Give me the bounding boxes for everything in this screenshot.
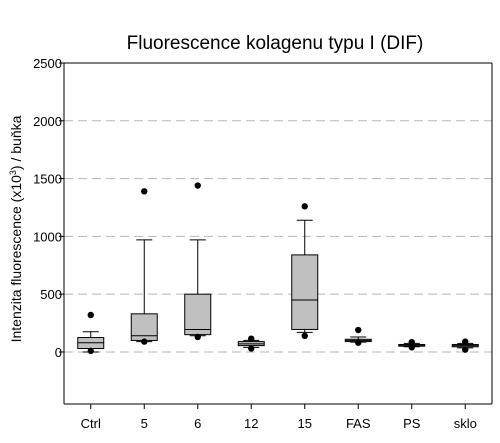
outlier-point-1	[301, 332, 308, 339]
gridlines	[64, 120, 492, 353]
x-tick-label-Ctrl: Ctrl	[81, 416, 101, 431]
y-tick-label-0: 0	[55, 345, 62, 360]
outlier-point-1	[408, 344, 415, 351]
outlier-point-0	[87, 311, 94, 319]
outlier-point-0	[194, 182, 201, 189]
tick-labels: 0 500 1000 1500 2000 2500 Ctrl 5 6 12 15 FAS PS sklo	[33, 56, 477, 431]
box-6	[184, 182, 212, 341]
chart-title: Fluorescence kolagenu typu I (DIF)	[127, 33, 424, 54]
box-5	[130, 188, 158, 345]
outlier-point-0	[408, 338, 415, 346]
box-series	[77, 182, 479, 355]
outlier-point-0	[355, 326, 362, 334]
y-tick-label-2000: 2000	[33, 114, 62, 129]
outlier-point-1	[355, 339, 362, 346]
outlier-point-0	[248, 335, 255, 342]
x-tick-label-6: 6	[194, 416, 201, 431]
y-tick-label-2500: 2500	[33, 56, 62, 71]
iqr-box	[291, 254, 319, 330]
box-PS	[398, 338, 426, 351]
x-tick-label-5: 5	[141, 416, 148, 431]
y-tick-label-1500: 1500	[33, 172, 62, 187]
y-axis-label: Intenzita fluorescence (x103) / buňka	[8, 115, 24, 342]
outlier-point-1	[87, 347, 94, 355]
iqr-box	[184, 293, 212, 336]
iqr-box	[130, 313, 158, 341]
y-tick-label-500: 500	[40, 287, 62, 302]
x-tick-label-12: 12	[244, 416, 258, 431]
x-tick-label-PS: PS	[403, 416, 421, 431]
outlier-point-0	[141, 188, 148, 195]
outlier-point-1	[141, 338, 148, 345]
outlier-point-0	[462, 338, 469, 345]
box-FAS	[344, 326, 372, 346]
x-tick-label-sklo: sklo	[454, 416, 477, 431]
y-axis-label-superscript: 3	[8, 170, 18, 175]
y-tick-label-1000: 1000	[33, 229, 62, 244]
box-15	[291, 203, 319, 339]
outlier-point-1	[248, 345, 255, 352]
outlier-point-0	[301, 203, 308, 210]
y-axis-label-main: Intenzita fluorescence (x10	[8, 175, 24, 343]
box-12	[237, 335, 265, 352]
outlier-point-1	[462, 346, 469, 353]
box-sklo	[451, 338, 479, 353]
outlier-point-1	[194, 333, 201, 341]
y-axis-label-unit: ) / buňka	[8, 115, 24, 170]
axes	[59, 62, 493, 409]
box-Ctrl	[77, 311, 105, 355]
x-tick-label-15: 15	[298, 416, 312, 431]
x-tick-label-FAS: FAS	[346, 416, 371, 431]
